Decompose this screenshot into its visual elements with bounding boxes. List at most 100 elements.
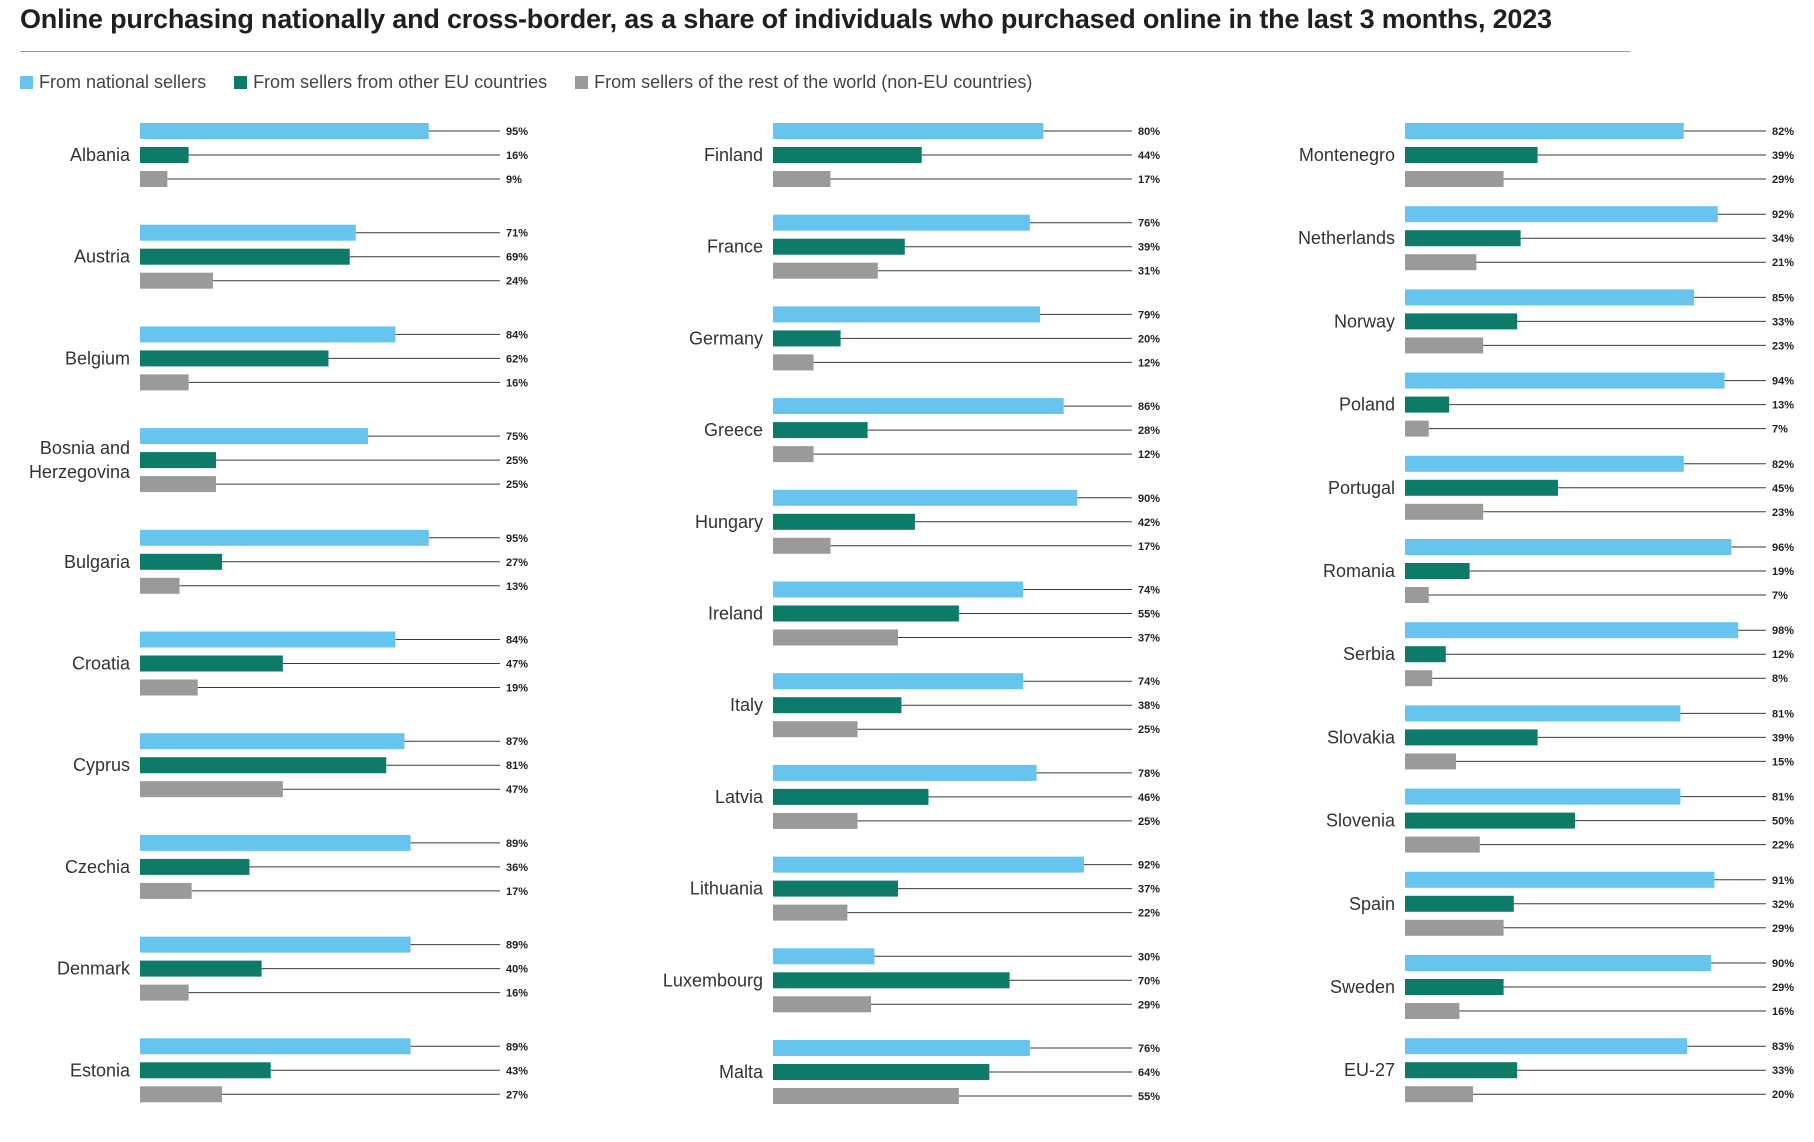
bar-montenegro-eu: [1405, 147, 1538, 163]
bar-eu-27-national: [1405, 1038, 1688, 1055]
bar-germany-non_eu: [773, 354, 814, 371]
bar-albania-national: [140, 123, 429, 139]
bar-france-eu: [773, 238, 905, 255]
bar-malta-non_eu: [773, 1088, 959, 1104]
country-label-norway: Norway: [1334, 311, 1395, 331]
value-label-croatia-eu: 47%: [506, 659, 528, 671]
value-label-latvia-national: 78%: [1138, 768, 1160, 780]
bar-greece-eu: [773, 422, 868, 439]
bar-italy-eu: [773, 697, 902, 714]
value-label-albania-national: 95%: [506, 126, 528, 138]
bar-norway-eu: [1405, 313, 1518, 330]
bar-greece-non_eu: [773, 446, 814, 463]
bar-romania-eu: [1405, 563, 1470, 579]
bar-eu-27-non_eu: [1405, 1086, 1473, 1103]
value-label-ireland-national: 74%: [1138, 585, 1160, 597]
bar-slovenia-eu: [1405, 812, 1575, 829]
bar-luxembourg-eu: [773, 972, 1010, 989]
bar-finland-national: [773, 123, 1044, 139]
bar-greece-national: [773, 398, 1064, 415]
value-label-estonia-national: 89%: [506, 1041, 528, 1053]
value-label-lithuania-eu: 37%: [1138, 884, 1160, 896]
value-label-denmark-national: 89%: [506, 940, 528, 952]
bar-lithuania-non_eu: [773, 904, 848, 921]
value-label-bulgaria-national: 95%: [506, 533, 528, 545]
legend-swatch-eu: [234, 76, 248, 89]
legend-swatch-non-eu: [575, 76, 589, 89]
value-label-eu-27-national: 83%: [1772, 1041, 1794, 1053]
value-label-netherlands-non_eu: 21%: [1772, 257, 1794, 269]
value-label-ireland-non_eu: 37%: [1138, 633, 1160, 645]
value-label-germany-eu: 20%: [1138, 333, 1160, 345]
bar-lithuania-eu: [773, 880, 899, 897]
bar-belgium-national: [140, 326, 396, 343]
bar-spain-non_eu: [1405, 919, 1504, 936]
value-label-hungary-non_eu: 17%: [1138, 541, 1160, 553]
country-label-bosnia-and-herzegovina-2: Herzegovina: [29, 462, 131, 482]
value-label-norway-eu: 33%: [1772, 316, 1794, 328]
legend-swatch-national: [20, 76, 33, 89]
bar-slovenia-national: [1405, 788, 1681, 805]
value-label-romania-non_eu: 7%: [1772, 590, 1788, 602]
value-label-slovenia-national: 81%: [1772, 792, 1794, 804]
value-label-germany-national: 79%: [1138, 309, 1160, 321]
bar-croatia-non_eu: [140, 679, 198, 696]
value-label-netherlands-eu: 34%: [1772, 233, 1794, 245]
value-label-portugal-non_eu: 23%: [1772, 507, 1794, 519]
value-label-montenegro-national: 82%: [1772, 126, 1794, 138]
bar-ireland-non_eu: [773, 629, 899, 646]
value-label-slovakia-non_eu: 15%: [1772, 756, 1794, 768]
country-label-hungary: Hungary: [695, 512, 763, 532]
bar-latvia-non_eu: [773, 812, 858, 829]
value-label-slovakia-national: 81%: [1772, 708, 1794, 720]
value-label-cyprus-non_eu: 47%: [506, 784, 528, 796]
value-label-croatia-national: 84%: [506, 635, 528, 647]
value-label-estonia-non_eu: 27%: [506, 1089, 528, 1101]
bar-eu-27-eu: [1405, 1062, 1518, 1079]
bar-belgium-eu: [140, 350, 329, 367]
country-label-cyprus: Cyprus: [73, 755, 130, 775]
value-label-norway-non_eu: 23%: [1772, 340, 1794, 352]
value-label-malta-non_eu: 55%: [1138, 1091, 1160, 1103]
value-label-finland-eu: 44%: [1138, 150, 1160, 162]
value-label-luxembourg-eu: 70%: [1138, 975, 1160, 987]
value-label-portugal-eu: 45%: [1772, 483, 1794, 495]
bar-cyprus-national: [140, 733, 405, 750]
bar-montenegro-national: [1405, 123, 1684, 139]
value-label-austria-eu: 69%: [506, 252, 528, 264]
value-label-czechia-non_eu: 17%: [506, 886, 528, 898]
value-label-spain-national: 91%: [1772, 875, 1794, 887]
bar-czechia-national: [140, 834, 411, 851]
value-label-greece-non_eu: 12%: [1138, 449, 1160, 461]
value-label-romania-eu: 19%: [1772, 566, 1794, 578]
value-label-bosnia-and-herzegovina-national: 75%: [506, 431, 528, 443]
bar-bulgaria-non_eu: [140, 577, 180, 594]
value-label-sweden-eu: 29%: [1772, 982, 1794, 994]
country-label-austria: Austria: [74, 247, 131, 267]
country-label-france: France: [707, 237, 763, 257]
value-label-czechia-eu: 36%: [506, 862, 528, 874]
bar-slovenia-non_eu: [1405, 836, 1480, 853]
bar-portugal-national: [1405, 455, 1684, 472]
country-label-estonia: Estonia: [70, 1060, 131, 1080]
bar-estonia-eu: [140, 1062, 271, 1079]
value-label-poland-national: 94%: [1772, 376, 1794, 388]
bar-slovakia-national: [1405, 705, 1681, 722]
legend: From national sellers From sellers from …: [20, 72, 1032, 93]
value-label-cyprus-eu: 81%: [506, 760, 528, 772]
bar-serbia-national: [1405, 622, 1739, 639]
value-label-greece-eu: 28%: [1138, 425, 1160, 437]
value-label-belgium-eu: 62%: [506, 353, 528, 365]
value-label-italy-national: 74%: [1138, 676, 1160, 688]
bar-estonia-national: [140, 1038, 411, 1055]
country-label-luxembourg: Luxembourg: [663, 970, 763, 990]
value-label-bosnia-and-herzegovina-non_eu: 25%: [506, 479, 528, 491]
country-label-eu-27: EU-27: [1344, 1060, 1395, 1080]
bar-czechia-non_eu: [140, 882, 192, 899]
value-label-hungary-national: 90%: [1138, 493, 1160, 505]
bar-denmark-non_eu: [140, 984, 189, 1001]
value-label-france-eu: 39%: [1138, 242, 1160, 254]
bar-netherlands-eu: [1405, 230, 1521, 247]
value-label-albania-non_eu: 9%: [506, 174, 522, 186]
